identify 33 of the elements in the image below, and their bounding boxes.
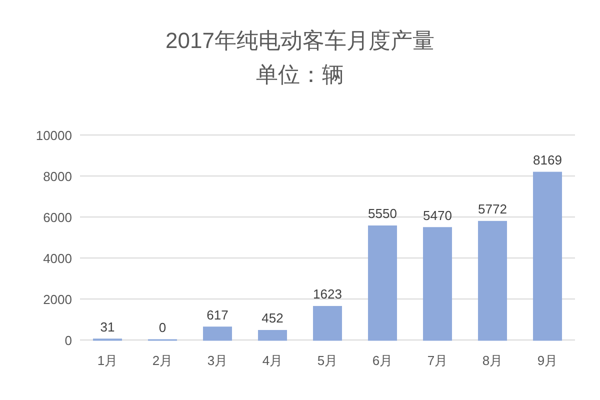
data-label: 1623 [313,286,342,302]
data-label: 0 [158,320,166,335]
y-tick-label: 6000 [43,210,72,225]
bar [203,326,232,341]
y-tick-label: 8000 [43,169,72,184]
bar [533,172,562,341]
x-tick-label: 5月 [317,353,338,368]
data-label: 5550 [368,206,397,222]
x-tick-label: 3月 [207,353,228,368]
x-tick-label: 8月 [482,353,503,368]
bar [258,330,287,341]
data-label: 5470 [423,208,452,223]
bar [423,227,452,341]
x-tick-label: 2月 [152,353,173,368]
chart-subtitle: 单位：辆 [256,62,344,87]
data-label: 617 [206,307,228,322]
x-tick-label: 1月 [97,353,118,368]
data-label: 5772 [478,202,507,217]
bar [478,220,507,341]
x-tick-label: 9月 [537,353,558,368]
y-tick-label: 0 [64,333,72,348]
y-tick-label: 2000 [43,292,72,307]
bar [368,225,397,341]
chart-title: 2017年纯电动客车月度产量 [166,28,434,53]
data-label: 31 [100,319,115,334]
x-tick-label: 7月 [427,353,448,368]
x-tick-label: 4月 [262,353,283,368]
x-tick-label: 6月 [372,353,393,368]
bar [313,306,342,341]
y-tick-label: 4000 [43,251,72,266]
y-tick-label: 10000 [36,128,72,143]
data-label: 8169 [533,152,562,168]
data-label: 452 [262,310,284,326]
